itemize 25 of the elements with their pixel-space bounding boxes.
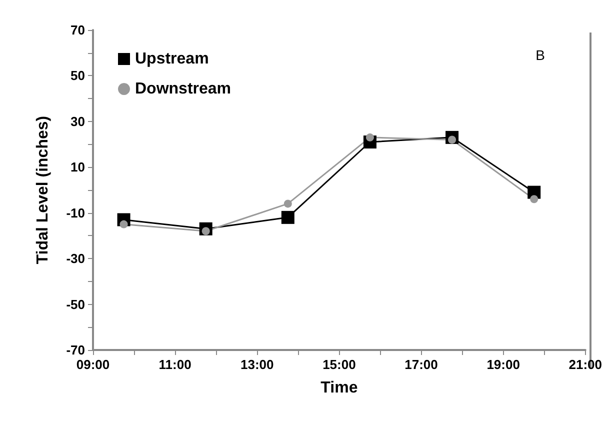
x-tick-label: 11:00 xyxy=(158,357,192,372)
point xyxy=(284,200,292,208)
x-tick-label: 15:00 xyxy=(322,357,356,372)
point xyxy=(281,210,294,224)
point xyxy=(366,133,374,142)
y-tick-label: -30 xyxy=(66,251,85,266)
x-tick-label: 17:00 xyxy=(404,357,438,372)
x-tick-label: 09:00 xyxy=(76,357,110,372)
x-tick-label: 13:00 xyxy=(240,357,274,372)
point xyxy=(120,220,128,228)
x-axis-title: Time xyxy=(320,380,358,396)
point xyxy=(530,195,538,204)
x-tick-label: 19:00 xyxy=(486,357,520,372)
legend-label: Upstream xyxy=(135,50,209,68)
y-tick-label: -50 xyxy=(66,296,85,312)
annotation: B xyxy=(536,47,546,63)
x-tick-label: 21:00 xyxy=(568,357,602,372)
y-tick-label: 50 xyxy=(70,68,85,84)
y-tick-label: 10 xyxy=(70,160,85,175)
legend-label: Downstream xyxy=(135,80,232,98)
y-tick-label: 30 xyxy=(70,114,85,129)
y-tick-label: -70 xyxy=(66,342,85,358)
y-axis-title: Tidal Level (inches) xyxy=(34,116,52,264)
y-tick-label: 70 xyxy=(70,22,85,38)
y-tick-label: -10 xyxy=(66,205,85,220)
